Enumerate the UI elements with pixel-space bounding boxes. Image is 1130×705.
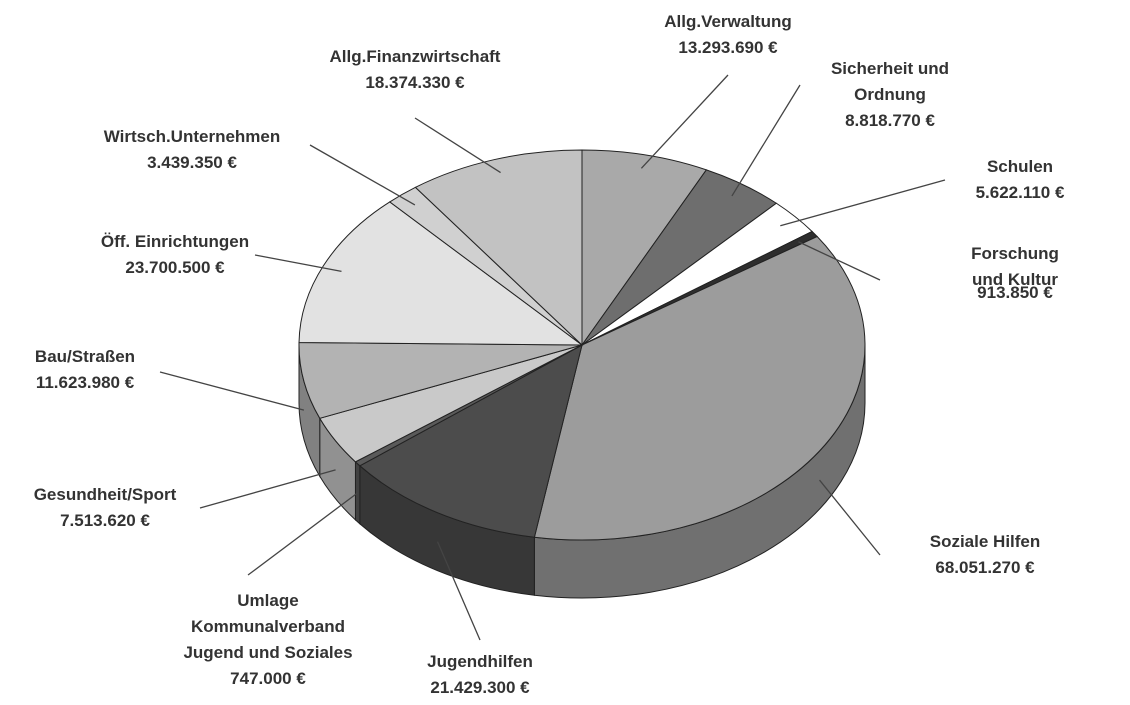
slice-label: Gesundheit/Sport — [33, 485, 177, 504]
slice-label: Schulen — [986, 157, 1054, 176]
pie-slice — [298, 342, 583, 419]
leader-line — [309, 144, 416, 206]
leader-line — [798, 241, 881, 281]
slice-value-label: 8.818.770 € — [845, 111, 935, 130]
pie-slice — [358, 344, 583, 538]
leader-line — [640, 74, 729, 169]
leader-line — [199, 469, 336, 509]
slice-value-label: 13.293.690 € — [678, 38, 778, 57]
leader-line — [819, 479, 881, 556]
leader-line — [436, 541, 481, 641]
slice-label: Forschung und Kultur — [971, 244, 1059, 289]
pie-slice — [533, 235, 866, 541]
leader-line — [254, 254, 342, 272]
pie-slice — [414, 149, 583, 347]
leader-line — [780, 179, 946, 227]
leader-line — [247, 492, 359, 576]
pie-slice — [581, 149, 708, 347]
slice-value-label: 913.850 € — [977, 283, 1053, 302]
slice-value-label: 747.000 € — [230, 669, 306, 688]
slice-label: Soziale Hilfen — [929, 532, 1041, 551]
slice-label: Öff. Einrichtungen — [100, 232, 250, 251]
slice-value-label: 21.429.300 € — [430, 678, 530, 697]
slice-label: Umlage Kommunalverband Jugend und Sozial… — [183, 591, 353, 662]
slice-label: Wirtsch.Unternehmen — [103, 127, 281, 146]
leader-line — [414, 117, 501, 174]
slice-label: Allg.Verwaltung — [664, 12, 792, 31]
pie-slice — [298, 201, 584, 346]
slice-value-label: 7.513.620 € — [60, 511, 150, 530]
slice-value-label: 5.622.110 € — [975, 183, 1065, 202]
slice-value-label: 23.700.500 € — [125, 258, 225, 277]
pie-slice-side — [354, 460, 361, 525]
slice-value-label: 18.374.330 € — [365, 73, 465, 92]
slice-value-label: 11.623.980 € — [35, 373, 135, 392]
slice-label: Bau/Straßen — [34, 347, 136, 366]
slice-label: Allg.Finanzwirtschaft — [329, 47, 501, 66]
leader-line — [731, 84, 801, 197]
slice-label: Sicherheit und Ordnung — [830, 59, 950, 104]
slice-label: Jugendhilfen — [427, 652, 533, 671]
slice-value-label: 3.439.350 € — [147, 153, 237, 172]
slice-value-label: 68.051.270 € — [935, 558, 1035, 577]
pie-tops — [298, 149, 866, 541]
leader-line — [159, 371, 305, 411]
